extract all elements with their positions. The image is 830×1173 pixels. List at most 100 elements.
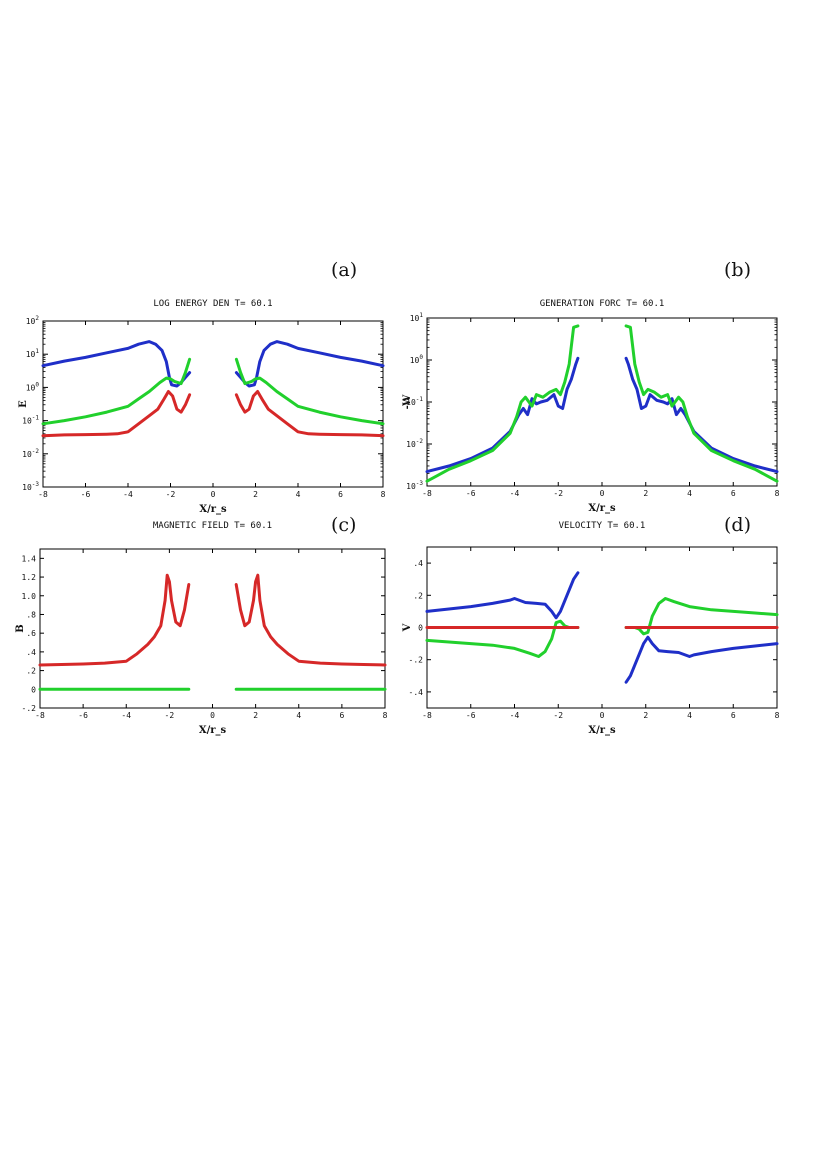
y-tick-label: .2 [26, 667, 36, 676]
y-tick-exponent: 0 [35, 381, 39, 388]
y-axis-label: -W [402, 394, 413, 410]
panel-label: (d) [724, 514, 751, 536]
y-tick-exponent: -1 [32, 415, 40, 422]
y-tick-label: 0 [418, 624, 423, 633]
series-blue-left [425, 356, 580, 474]
y-tick-label: 10-1 [22, 415, 39, 426]
x-tick-label: -6 [81, 490, 91, 499]
y-tick-label: 10-3 [406, 480, 423, 491]
x-tick-label: 8 [381, 490, 386, 499]
x-tick-label: 2 [643, 711, 648, 720]
x-tick-label: -6 [78, 711, 88, 720]
x-tick-label: -6 [466, 711, 476, 720]
series-green-right [624, 597, 779, 636]
y-tick-base: 10 [22, 450, 32, 459]
x-tick-label: -4 [510, 489, 520, 498]
y-tick-label: .8 [26, 610, 36, 619]
panel-label: (c) [331, 514, 356, 536]
x-tick-label: 4 [296, 711, 301, 720]
x-tick-label: -8 [422, 711, 432, 720]
x-tick-label: -2 [553, 489, 563, 498]
y-tick-label: 1.4 [22, 554, 37, 563]
x-tick-label: 0 [600, 711, 605, 720]
y-tick-exponent: 1 [35, 348, 39, 355]
y-tick-exponent: 0 [419, 354, 423, 361]
y-tick-label: 100 [26, 381, 40, 392]
series-blue-left [425, 571, 580, 620]
series-red-right [234, 390, 385, 438]
y-tick-label: -.2 [22, 704, 37, 713]
x-tick-label: -2 [166, 490, 176, 499]
chart-title: VELOCITY T= 60.1 [559, 521, 646, 531]
series-green-left [41, 357, 192, 426]
y-tick-label: .4 [26, 648, 36, 657]
x-tick-label: 0 [600, 489, 605, 498]
x-tick-label: -4 [123, 490, 133, 499]
y-tick-base: 10 [410, 356, 420, 365]
series-blue-right [624, 356, 779, 474]
series-blue-right [624, 635, 779, 684]
x-axis-label: X/r_s [199, 504, 227, 515]
y-tick-base: 10 [22, 483, 32, 492]
y-tick-label: 10-2 [406, 438, 423, 449]
x-axis-label: X/r_s [588, 725, 616, 736]
series-red-right [234, 573, 387, 667]
y-tick-exponent: 2 [35, 315, 39, 322]
y-tick-base: 10 [22, 417, 32, 426]
y-tick-label: 1.2 [22, 573, 37, 582]
x-tick-label: 6 [338, 490, 343, 499]
y-tick-exponent: -3 [416, 480, 424, 487]
y-tick-label: .2 [413, 591, 423, 600]
x-tick-label: 0 [210, 711, 215, 720]
y-tick-base: 10 [26, 317, 36, 326]
x-tick-label: 6 [731, 489, 736, 498]
x-tick-label: 8 [775, 489, 780, 498]
x-axis-label: X/r_s [588, 503, 616, 514]
y-tick-label: .4 [413, 559, 423, 568]
x-tick-label: -8 [422, 489, 432, 498]
y-tick-exponent: 1 [419, 312, 423, 319]
x-tick-label: -4 [510, 711, 520, 720]
series-green-left [425, 619, 580, 658]
plot-frame [42, 320, 384, 488]
x-tick-label: 0 [211, 490, 216, 499]
y-tick-label: 101 [26, 348, 40, 359]
x-tick-label: -2 [553, 711, 563, 720]
x-tick-label: -2 [165, 711, 175, 720]
x-tick-label: 8 [775, 711, 780, 720]
y-tick-label: 10-1 [406, 396, 423, 407]
x-tick-label: 2 [643, 489, 648, 498]
y-tick-exponent: -2 [32, 448, 40, 455]
x-tick-label: 4 [296, 490, 301, 499]
y-tick-label: 102 [26, 315, 40, 326]
x-tick-label: 4 [687, 711, 692, 720]
x-tick-label: 4 [687, 489, 692, 498]
y-axis-label: E [18, 400, 29, 408]
plot-frame [39, 548, 386, 709]
plot-frame [426, 317, 778, 487]
y-axis-label: V [402, 623, 413, 632]
y-tick-base: 10 [26, 350, 36, 359]
chart-title: LOG ENERGY DEN T= 60.1 [153, 299, 272, 309]
y-tick-label: -.4 [409, 688, 424, 697]
y-tick-base: 10 [406, 398, 416, 407]
y-tick-label: 1.0 [22, 592, 37, 601]
series-green-right [624, 324, 779, 483]
x-tick-label: 2 [253, 711, 258, 720]
series-red-left [41, 390, 192, 438]
x-tick-label: -8 [38, 490, 48, 499]
y-tick-base: 10 [406, 482, 416, 491]
series-green-left [425, 324, 580, 483]
panel-label: (a) [331, 259, 357, 281]
x-tick-label: 2 [253, 490, 258, 499]
y-tick-label: -.2 [409, 656, 424, 665]
x-tick-label: -8 [35, 711, 45, 720]
y-tick-base: 10 [410, 314, 420, 323]
x-axis-label: X/r_s [199, 725, 227, 736]
y-tick-exponent: -1 [416, 396, 424, 403]
y-tick-exponent: -3 [32, 481, 40, 488]
x-tick-label: 6 [339, 711, 344, 720]
y-tick-label: 100 [410, 354, 424, 365]
x-tick-label: -4 [121, 711, 131, 720]
